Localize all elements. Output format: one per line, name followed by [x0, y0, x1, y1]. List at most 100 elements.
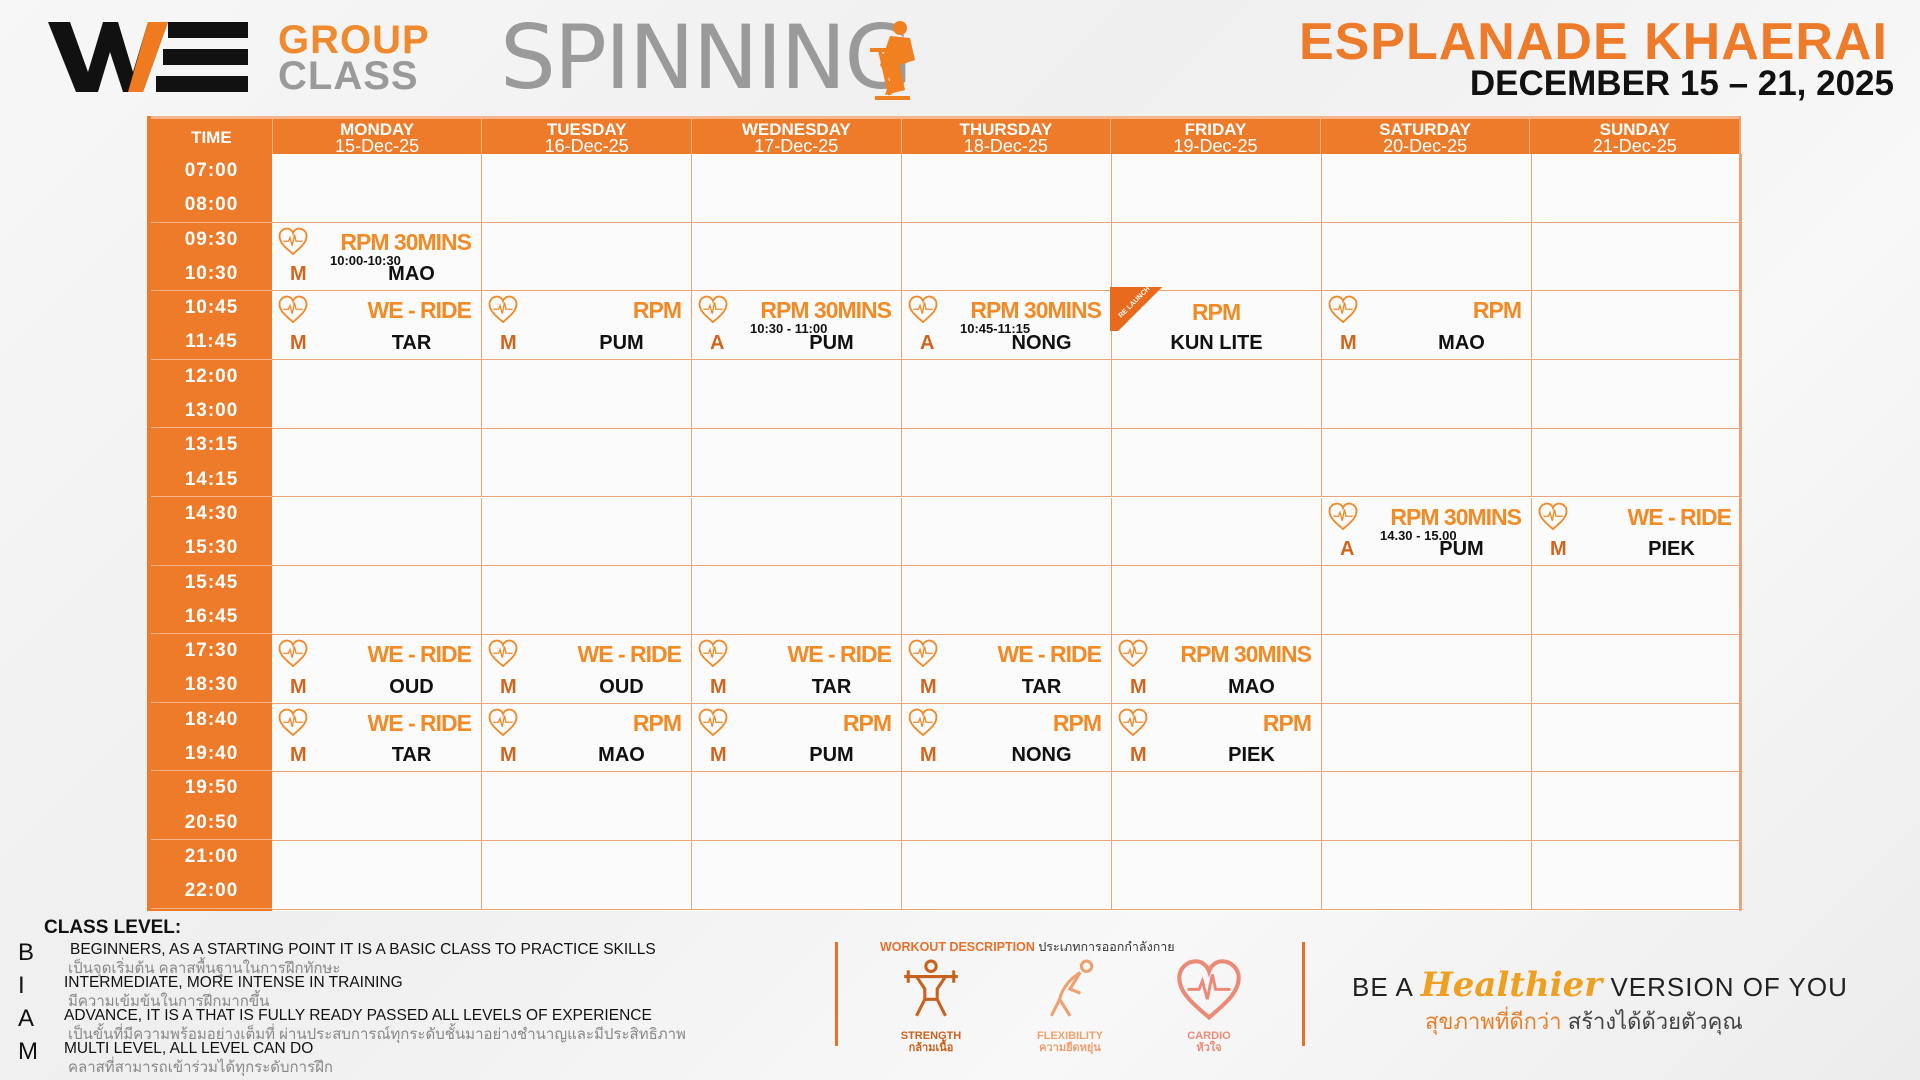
schedule-cell: [902, 154, 1112, 223]
workout-type-th: หัวใจ: [1196, 1042, 1222, 1054]
class-name: RPM: [1192, 299, 1241, 326]
schedule-cell: [482, 154, 692, 223]
heart-pulse-icon: [908, 295, 938, 325]
class-cell[interactable]: WE - RIDE M TAR: [692, 634, 902, 704]
day-header-wednesday: WEDNESDAY 17-Dec-25: [690, 119, 901, 156]
class-cell[interactable]: WE - RIDE M TAR: [272, 703, 482, 773]
time-label: 07:00: [184, 160, 239, 181]
schedule-cell: [1532, 772, 1742, 841]
class-name: WE - RIDE: [577, 640, 682, 667]
class-cell[interactable]: RPM 30MINS M MAO: [1112, 634, 1322, 704]
time-label: 16:45: [151, 600, 272, 635]
day-name: THURSDAY: [959, 120, 1053, 139]
schedule-cell: [902, 841, 1112, 910]
class-level: M: [500, 744, 517, 767]
instructor: MAO: [598, 744, 645, 767]
class-cell[interactable]: RPM 30MINS 14.30 - 15.00 A PUM: [1322, 497, 1532, 567]
day-date: 16-Dec-25: [544, 136, 629, 156]
heart-pulse-icon: [1328, 295, 1358, 325]
tagline-thai-rest: สร้างได้ด้วยตัวคุณ: [1567, 1009, 1743, 1034]
class-level: M: [500, 332, 517, 355]
heart-pulse-icon: [278, 295, 308, 325]
schedule-cell: [1112, 154, 1322, 223]
class-name: RPM 30MINS: [970, 297, 1102, 324]
level-letter: I: [18, 972, 25, 999]
schedule-cell: [1532, 154, 1742, 223]
class-cell[interactable]: RPM M NONG: [902, 703, 1112, 773]
heart-pulse-icon: [278, 708, 308, 738]
class-cell[interactable]: RE LAUNCH RPM KUN LITE: [1110, 286, 1322, 361]
schedule-cell: [1112, 772, 1322, 841]
table-header: TIME MONDAY 15-Dec-25 TUESDAY 16-Dec-25 WEDN…: [151, 116, 1739, 156]
schedule-cell: [1112, 360, 1322, 429]
schedule-cell: [692, 497, 902, 567]
class-cell[interactable]: WE - RIDE M OUD: [482, 634, 692, 704]
level-description-th: เป็นขั้นที่มีความพร้อมอย่างเต็มที่ ผ่านป…: [68, 1026, 686, 1043]
schedule-cell: [1112, 222, 1322, 292]
day-header-thursday: THURSDAY 18-Dec-25: [900, 119, 1111, 155]
class-cell[interactable]: RPM 30MINS 10:00-10:30 M MAO: [272, 222, 482, 292]
workout-type-en: STRENGTH: [900, 1030, 962, 1042]
instructor: NONG: [1011, 744, 1072, 767]
instructor: NONG: [1011, 332, 1072, 355]
time-label: 17:30: [184, 640, 239, 662]
instructor: OUD: [389, 675, 434, 698]
heart-pulse-icon: [488, 639, 518, 669]
day-header-saturday: SATURDAY 20-Dec-25: [1319, 119, 1530, 156]
class-name: WE - RIDE: [997, 640, 1102, 667]
instructor: TAR: [391, 744, 432, 767]
class-level: M: [1340, 332, 1357, 355]
level-description-en: INTERMEDIATE, MORE INTENSE IN TRAINING: [64, 974, 403, 991]
class-cell[interactable]: WE - RIDE M TAR: [272, 291, 482, 361]
day-name: MONDAY: [340, 120, 415, 139]
class-level: M: [290, 744, 307, 767]
class-cell[interactable]: RPM M PIEK: [1112, 703, 1322, 773]
day-date: 17-Dec-25: [754, 136, 839, 156]
day-name: SATURDAY: [1379, 120, 1471, 139]
schedule-cell: [1322, 360, 1532, 429]
schedule-cell: [1322, 841, 1532, 910]
class-cell[interactable]: WE - RIDE M OUD: [272, 634, 482, 704]
class-cell[interactable]: RPM M PUM: [482, 291, 692, 361]
schedule-cell: [1532, 634, 1742, 704]
divider: [1302, 942, 1305, 1046]
relaunch-ribbon: RE LAUNCH: [1110, 285, 1170, 332]
instructor: PIEK: [1648, 538, 1695, 561]
time-label: 20:50: [151, 806, 272, 840]
class-cell[interactable]: RPM 30MINS 10:45-11:15 A NONG: [902, 291, 1112, 361]
day-header-friday: FRIDAY 19-Dec-25: [1110, 119, 1320, 155]
day-header-sunday: SUNDAY 21-Dec-25: [1529, 119, 1739, 155]
time-label: 13:15: [184, 434, 239, 456]
class-cell[interactable]: RPM M PUM: [692, 703, 902, 773]
class-text: CLASS: [278, 54, 419, 98]
class-cell[interactable]: RPM M MAO: [482, 703, 692, 773]
class-level: M: [710, 675, 727, 698]
schedule-cell: [692, 154, 902, 223]
level-description-en: ADVANCE, IT IS A THAT IS FULLY READY PAS…: [64, 1007, 652, 1024]
class-level: M: [500, 675, 517, 698]
level-description-en: MULTI LEVEL, ALL LEVEL CAN DO: [64, 1040, 314, 1057]
class-name: RPM 30MINS: [1180, 640, 1312, 667]
day-name: WEDNESDAY: [741, 120, 851, 139]
schedule-cell: [482, 222, 692, 292]
schedule-cell: [692, 428, 902, 498]
level-description-th: มีความเข้มข้นในการฝึกมากขึ้น: [68, 993, 270, 1010]
time-column: 07:00 08:00 09:30 10:30 10:45 11:45 12:00 13:00…: [151, 154, 272, 911]
venue-title: ESPLANADE KHAERAI: [1298, 13, 1888, 71]
heart-pulse-icon: [908, 639, 938, 669]
instructor: TAR: [811, 675, 852, 698]
relaunch-text: RE LAUNCH: [1117, 285, 1152, 320]
class-cell[interactable]: RPM 30MINS 10:30 - 11:00 A PUM: [692, 291, 902, 361]
heart-pulse-icon: [1164, 958, 1254, 1030]
class-cell[interactable]: RPM M MAO: [1322, 291, 1532, 361]
day-date: 20-Dec-25: [1383, 136, 1468, 156]
schedule-cell: [482, 497, 692, 567]
time-label: 13:00: [151, 394, 272, 429]
workout-type-cardio: CARDIO หัวใจ: [1164, 958, 1254, 1054]
class-name: WE - RIDE: [367, 709, 472, 736]
tagline-thai: สุขภาพที่ดีกว่า สร้างได้ด้วยตัวคุณ: [1425, 1004, 1743, 1039]
class-cell[interactable]: WE - RIDE M TAR: [902, 634, 1112, 704]
schedule-cell: [902, 772, 1112, 841]
class-name: RPM: [632, 297, 682, 324]
class-cell[interactable]: WE - RIDE M PIEK: [1532, 497, 1742, 567]
